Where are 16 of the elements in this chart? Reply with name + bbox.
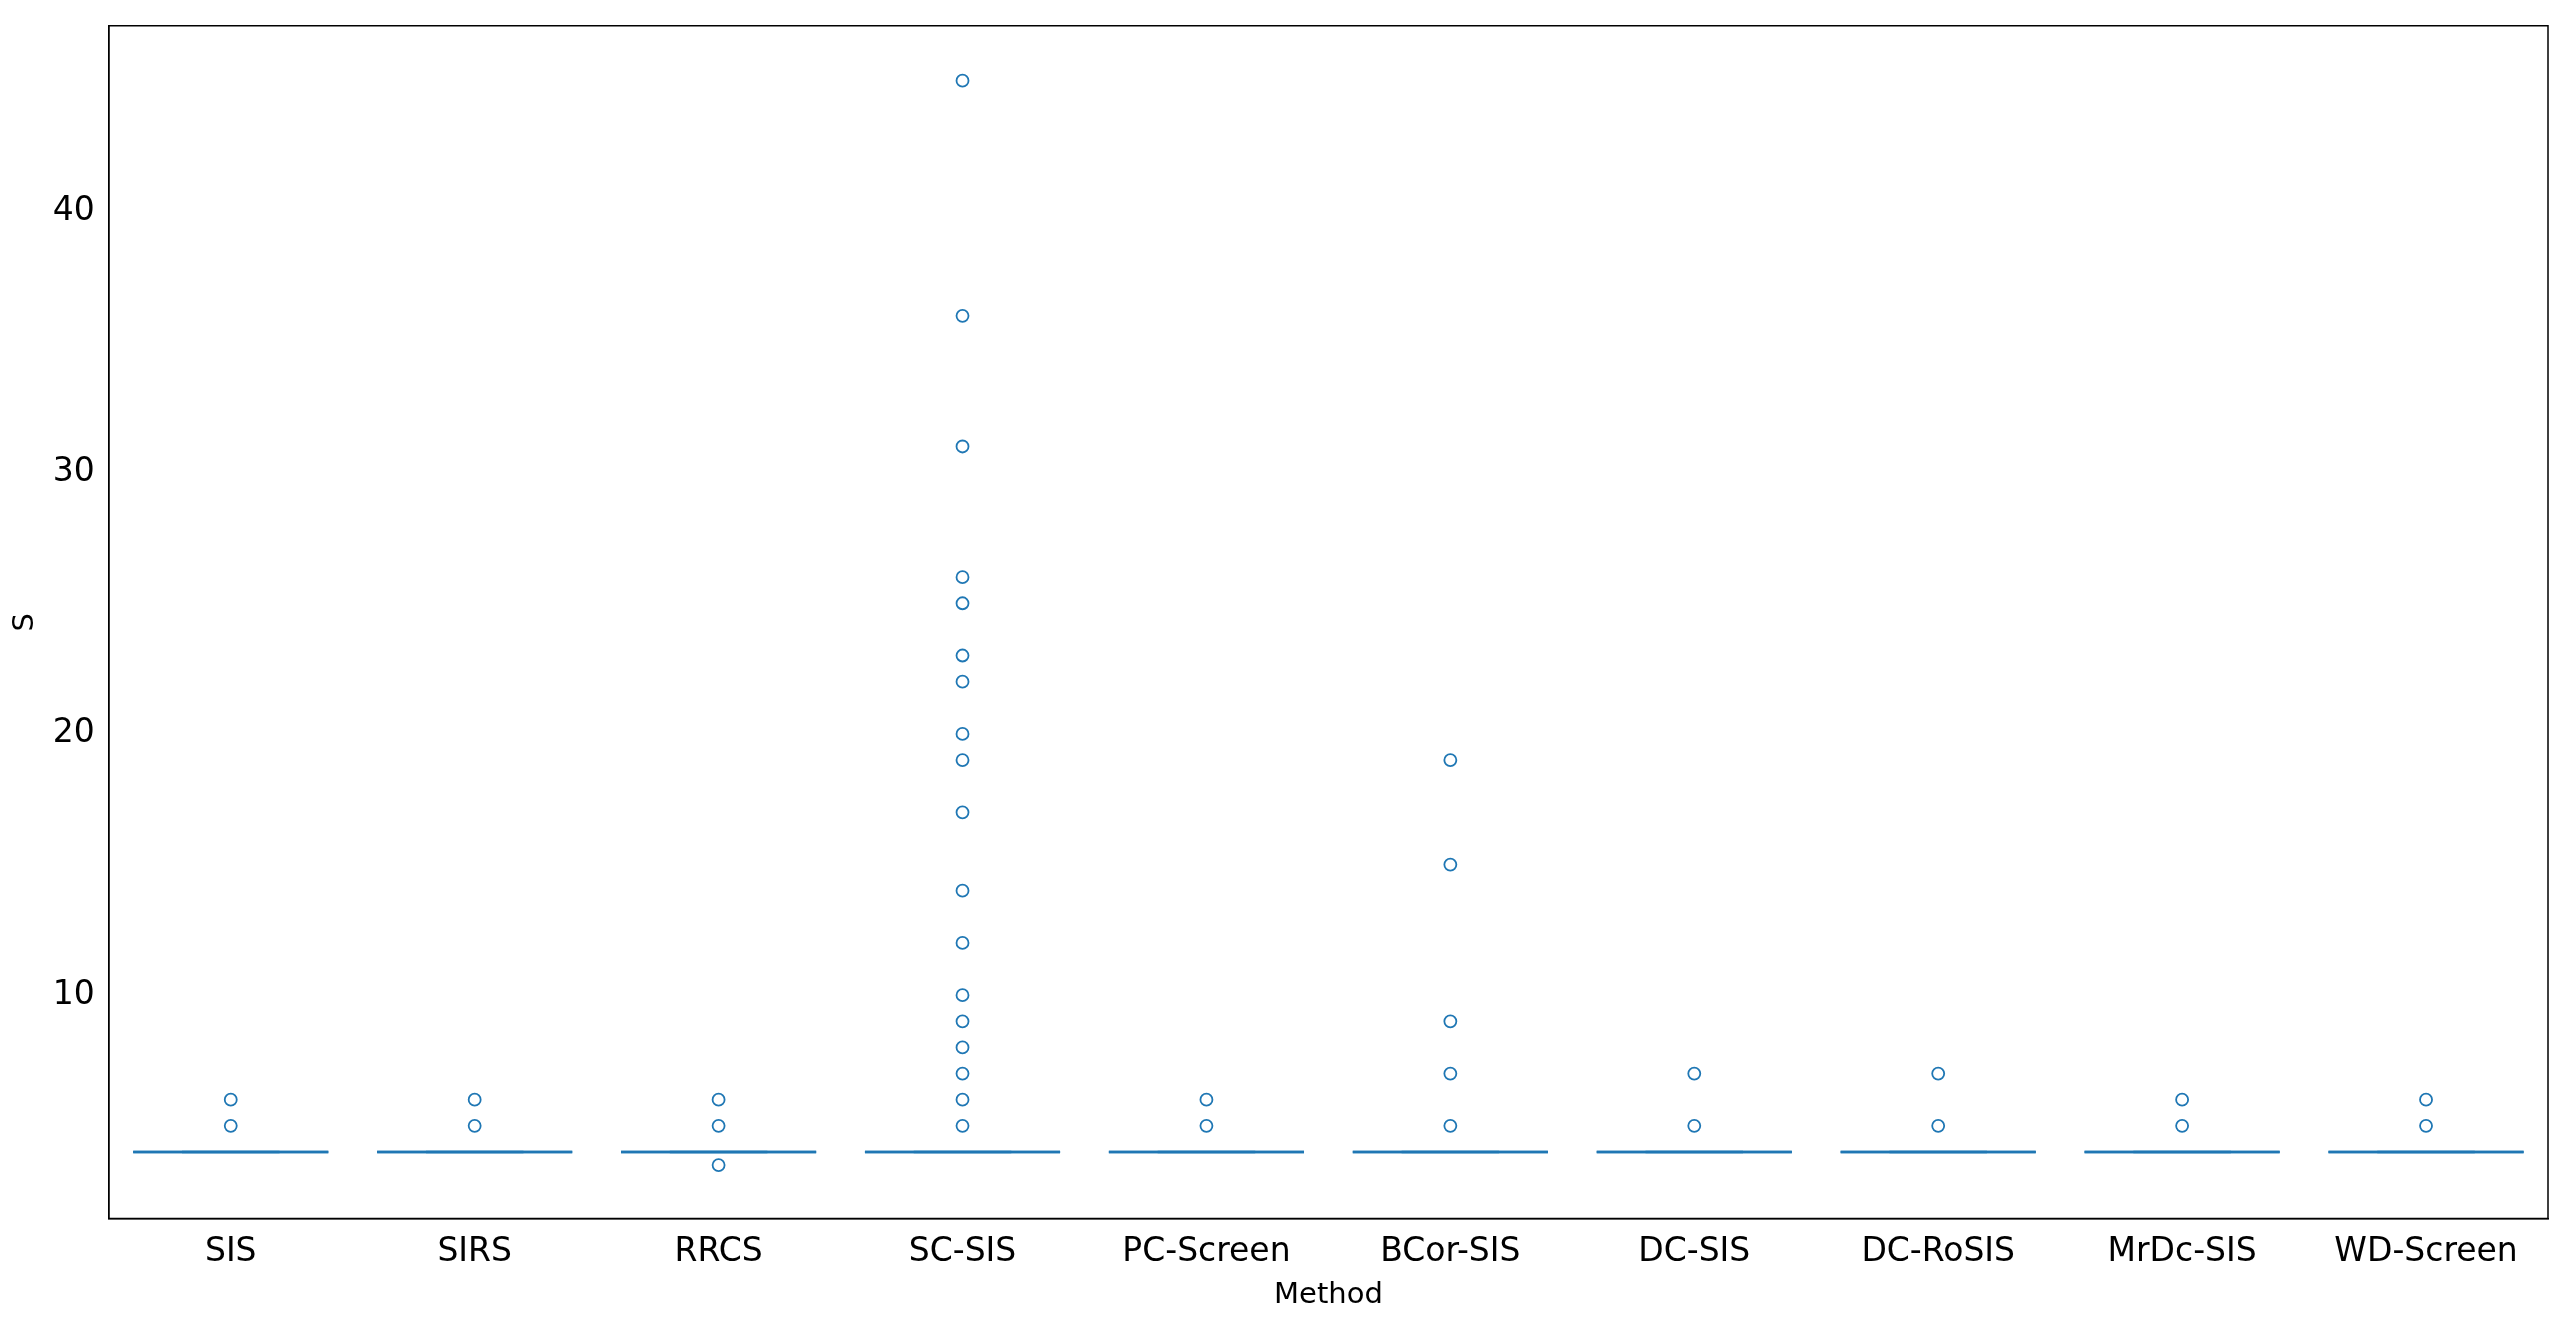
x-tick-label: RRCS <box>674 1229 763 1269</box>
y-tick-label: 20 <box>52 711 95 751</box>
x-axis-title: Method <box>1274 1276 1383 1311</box>
x-tick-label: DC-RoSIS <box>1861 1229 2016 1269</box>
y-tick-label: 10 <box>52 972 95 1012</box>
y-tick-label: 30 <box>52 450 95 490</box>
y-axis-title: S <box>5 612 40 632</box>
x-tick-label: DC-SIS <box>1638 1229 1751 1269</box>
x-tick-label: WD-Screen <box>2334 1229 2518 1269</box>
x-tick-label: SIRS <box>437 1229 512 1269</box>
x-tick-label: SC-SIS <box>908 1229 1017 1269</box>
x-tick-label: BCor-SIS <box>1380 1229 1521 1269</box>
x-tick-label: SIS <box>204 1229 257 1269</box>
x-tick-label: PC-Screen <box>1122 1229 1291 1269</box>
y-tick-label: 40 <box>52 188 95 228</box>
x-tick-label: MrDc-SIS <box>2107 1229 2257 1269</box>
